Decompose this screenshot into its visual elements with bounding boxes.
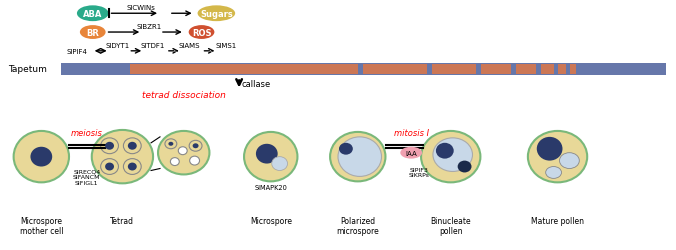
- Bar: [541, 64, 554, 74]
- Text: Sugars: Sugars: [200, 10, 233, 19]
- Bar: [481, 64, 511, 74]
- Ellipse shape: [537, 137, 562, 161]
- Ellipse shape: [272, 157, 287, 171]
- Text: tetrad dissociation: tetrad dissociation: [142, 90, 226, 100]
- Ellipse shape: [339, 143, 353, 155]
- Text: ABA: ABA: [83, 10, 103, 19]
- Text: Polarized
microspore: Polarized microspore: [337, 216, 379, 236]
- Text: Microspore: Microspore: [249, 216, 292, 225]
- Ellipse shape: [77, 6, 109, 22]
- Ellipse shape: [124, 138, 141, 154]
- Text: SICWINs: SICWINs: [127, 5, 155, 11]
- Ellipse shape: [105, 163, 114, 171]
- Text: ROS: ROS: [192, 28, 212, 38]
- Text: SIAMS: SIAMS: [179, 43, 200, 49]
- Text: callase: callase: [241, 80, 270, 88]
- Ellipse shape: [178, 147, 187, 155]
- Ellipse shape: [330, 132, 385, 182]
- Ellipse shape: [421, 132, 481, 182]
- Text: meiosis: meiosis: [71, 129, 103, 138]
- Text: Tetrad: Tetrad: [110, 216, 135, 225]
- Ellipse shape: [158, 132, 210, 175]
- Text: Tapetum: Tapetum: [7, 65, 47, 74]
- Text: BR: BR: [87, 28, 99, 38]
- Text: IAA: IAA: [406, 150, 417, 156]
- Text: SIPIF4: SIPIF4: [66, 49, 87, 54]
- Text: Binucleate
pollen: Binucleate pollen: [431, 216, 471, 236]
- Text: SITDF1: SITDF1: [141, 43, 165, 49]
- Ellipse shape: [101, 159, 118, 175]
- Ellipse shape: [80, 26, 105, 40]
- Text: SIMAPK20: SIMAPK20: [254, 184, 287, 190]
- Ellipse shape: [105, 142, 114, 150]
- Ellipse shape: [189, 26, 214, 40]
- Text: SIDYT1: SIDYT1: [105, 43, 130, 49]
- Bar: [571, 64, 577, 74]
- Bar: [516, 64, 536, 74]
- Text: SIBZR1: SIBZR1: [137, 24, 162, 30]
- Text: mitosis I: mitosis I: [393, 129, 429, 138]
- Ellipse shape: [128, 163, 137, 171]
- Text: SIMS1: SIMS1: [216, 43, 237, 49]
- Ellipse shape: [92, 130, 153, 184]
- Ellipse shape: [193, 144, 199, 149]
- Bar: [363, 64, 427, 74]
- Bar: [61, 64, 667, 75]
- Ellipse shape: [546, 167, 562, 179]
- Ellipse shape: [168, 142, 173, 146]
- Bar: [558, 64, 566, 74]
- Ellipse shape: [190, 156, 199, 166]
- Ellipse shape: [124, 159, 141, 175]
- Bar: [432, 64, 477, 74]
- Ellipse shape: [400, 147, 422, 159]
- Ellipse shape: [14, 132, 69, 182]
- Text: Microspore
mother cell: Microspore mother cell: [20, 216, 63, 236]
- Ellipse shape: [128, 142, 137, 150]
- Text: SIPIF3
SIKRPs: SIPIF3 SIKRPs: [409, 167, 429, 177]
- Ellipse shape: [244, 132, 297, 182]
- Ellipse shape: [436, 143, 454, 159]
- Ellipse shape: [101, 138, 118, 154]
- Ellipse shape: [189, 141, 202, 152]
- Ellipse shape: [458, 161, 471, 173]
- Ellipse shape: [433, 138, 473, 172]
- Text: SIRECQ4
SIFANCM
SIFIGL1: SIRECQ4 SIFANCM SIFIGL1: [73, 169, 101, 185]
- Bar: [130, 64, 358, 74]
- Ellipse shape: [528, 132, 587, 182]
- Ellipse shape: [560, 153, 579, 169]
- Ellipse shape: [30, 147, 52, 167]
- Ellipse shape: [256, 144, 278, 164]
- Text: Mature pollen: Mature pollen: [531, 216, 584, 225]
- Ellipse shape: [197, 6, 235, 22]
- Ellipse shape: [338, 137, 381, 177]
- Ellipse shape: [165, 139, 177, 149]
- Ellipse shape: [170, 158, 179, 166]
